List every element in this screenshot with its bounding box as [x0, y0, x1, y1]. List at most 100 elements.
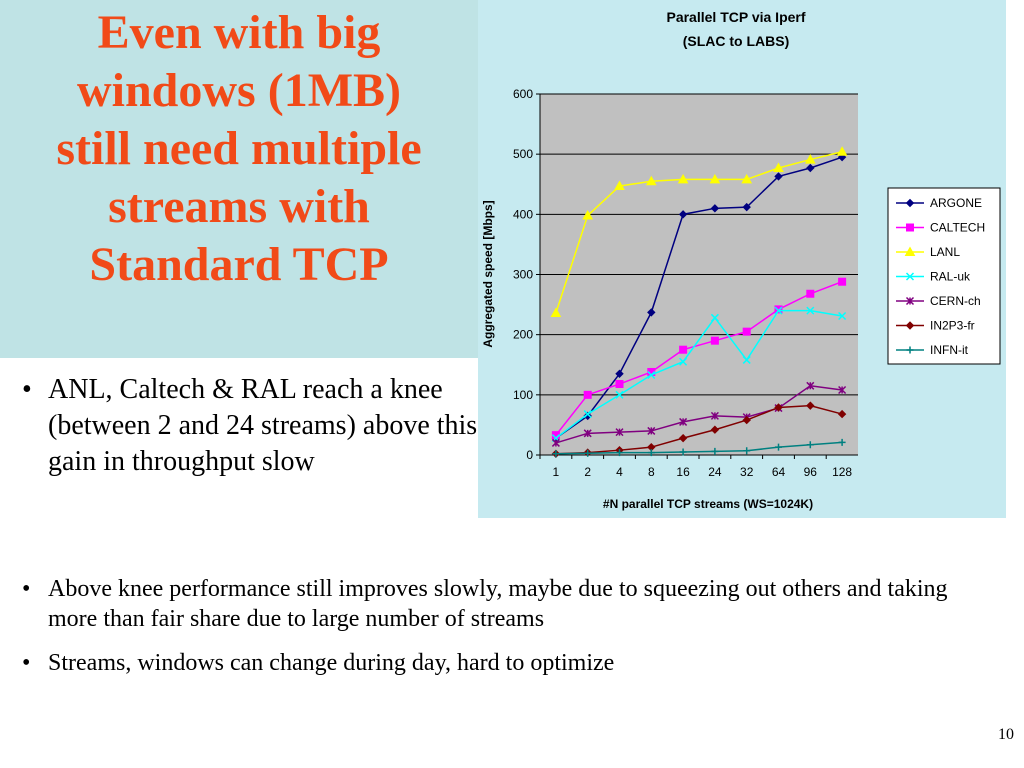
- data-point-argone: [615, 369, 624, 378]
- data-point-infn-it: [743, 447, 751, 455]
- title-line-4: streams with: [108, 180, 370, 233]
- data-point-argone: [647, 308, 656, 317]
- title-line-1: Even with big: [97, 6, 381, 59]
- chart-legend: ARGONE CALTECH LANL RAL-uk CERN-ch IN2P3-fr IN…: [887, 187, 1001, 365]
- legend-marker-ral-uk: [905, 272, 915, 281]
- data-point-caltech: [679, 345, 688, 354]
- data-point-caltech: [615, 380, 624, 389]
- data-point-caltech: [710, 336, 719, 345]
- bullet-list-bottom: Above knee performance still improves sl…: [22, 574, 1002, 692]
- data-point-ral-uk: [774, 306, 783, 315]
- data-point-caltech: [806, 289, 815, 298]
- data-point-lanl: [614, 180, 625, 191]
- legend-label-in2p3-fr: IN2P3-fr: [930, 319, 975, 333]
- data-point-cern-ch: [838, 385, 847, 395]
- series-layer: [550, 146, 848, 459]
- y-tick-label: 500: [513, 147, 533, 161]
- x-tick-label: 2: [584, 465, 591, 479]
- data-point-infn-it: [552, 450, 560, 458]
- data-point-lanl: [836, 146, 848, 156]
- data-point-infn-it: [584, 449, 592, 457]
- x-tick-label: 128: [832, 465, 852, 479]
- title-background: [0, 0, 478, 358]
- data-point-infn-it: [679, 448, 687, 456]
- data-point-cern-ch: [679, 417, 688, 426]
- bullet-list-top: ANL, Caltech & RAL reach a knee (between…: [22, 372, 482, 480]
- series-line-ral-uk: [555, 309, 843, 439]
- data-point-infn-it: [616, 449, 623, 457]
- series-line-in2p3-fr: [555, 404, 843, 455]
- data-point-ral-uk: [838, 311, 847, 321]
- data-point-caltech: [774, 305, 783, 314]
- data-point-cern-ch: [583, 429, 592, 438]
- x-axis-ticks: 1 2 4 8 16 24 32 64 96 128: [539, 455, 852, 479]
- data-point-ral-uk: [710, 313, 719, 322]
- data-point-infn-it: [806, 441, 814, 449]
- data-point-lanl: [804, 154, 816, 164]
- series-line-infn-it: [555, 441, 843, 455]
- data-point-lanl: [550, 307, 562, 318]
- slide-title: Even with big windows (1MB) still need m…: [0, 4, 478, 294]
- data-point-lanl: [645, 175, 657, 186]
- legend-marker-cern-ch: [905, 296, 915, 306]
- data-point-ral-uk: [615, 390, 624, 399]
- x-tick-label: 96: [804, 465, 818, 479]
- legend-label-argone: ARGONE: [930, 196, 982, 210]
- legend-label-cern-ch: CERN-ch: [930, 294, 981, 308]
- legend-marker-in2p3-fr: [905, 321, 915, 330]
- data-point-in2p3-fr: [837, 409, 847, 419]
- chart-panel: Parallel TCP via Iperf (SLAC to LABS) 0 1…: [478, 0, 1006, 518]
- data-point-argone: [678, 210, 688, 219]
- data-point-argone: [774, 172, 783, 181]
- bullet-item: ANL, Caltech & RAL reach a knee (between…: [22, 372, 482, 480]
- series-in2p3-fr: [551, 401, 847, 459]
- y-tick-label: 400: [513, 207, 533, 221]
- data-point-argone: [742, 202, 751, 212]
- series-line-caltech: [555, 281, 843, 436]
- data-point-lanl: [741, 173, 753, 184]
- data-point-argone: [710, 204, 720, 213]
- line-chart: Parallel TCP via Iperf (SLAC to LABS) 0 1…: [481, 9, 1001, 511]
- data-point-lanl: [582, 210, 594, 220]
- data-point-infn-it: [711, 447, 719, 455]
- legend-marker-infn-it: [906, 346, 914, 354]
- y-tick-label: 100: [513, 388, 533, 402]
- x-tick-label: 4: [616, 465, 623, 479]
- data-point-argone: [583, 411, 592, 421]
- title-line-3: still need multiple: [56, 122, 422, 175]
- data-point-caltech: [742, 327, 751, 336]
- data-point-cern-ch: [615, 428, 624, 437]
- y-tick-label: 200: [513, 328, 533, 342]
- legend-marker-lanl: [904, 246, 916, 256]
- data-point-infn-it: [647, 449, 655, 457]
- data-point-in2p3-fr: [774, 403, 783, 412]
- y-tick-label: 0: [526, 448, 533, 462]
- title-line-2: windows (1MB): [76, 64, 402, 117]
- legend-marker-argone: [905, 198, 915, 208]
- y-tick-label: 300: [513, 268, 533, 282]
- bullet-item: Streams, windows can change during day, …: [22, 648, 1002, 678]
- chart-title: Parallel TCP via Iperf: [666, 9, 805, 25]
- legend-label-caltech: CALTECH: [930, 221, 985, 235]
- series-ral-uk: [551, 306, 847, 443]
- data-point-infn-it: [838, 438, 846, 446]
- data-point-cern-ch: [647, 426, 656, 435]
- title-tail: TCP: [281, 238, 389, 291]
- bullet-item: Above knee performance still improves sl…: [22, 574, 1002, 634]
- legend-label-ral-uk: RAL-uk: [930, 270, 971, 284]
- legend-marker-caltech: [906, 223, 914, 232]
- data-point-ral-uk: [742, 355, 751, 364]
- data-point-ral-uk: [647, 370, 656, 380]
- data-point-in2p3-fr: [742, 415, 751, 425]
- x-tick-label: 24: [708, 465, 722, 479]
- x-tick-label: 8: [648, 465, 655, 479]
- title-bold-word: Standard: [89, 238, 282, 291]
- data-point-cern-ch: [806, 381, 815, 390]
- chart-subtitle: (SLAC to LABS): [683, 33, 790, 49]
- data-point-ral-uk: [583, 410, 592, 419]
- data-point-cern-ch: [710, 411, 719, 420]
- data-point-in2p3-fr: [678, 433, 688, 443]
- grid-lines: [540, 93, 858, 396]
- series-line-argone: [555, 156, 843, 439]
- data-point-lanl: [773, 162, 784, 173]
